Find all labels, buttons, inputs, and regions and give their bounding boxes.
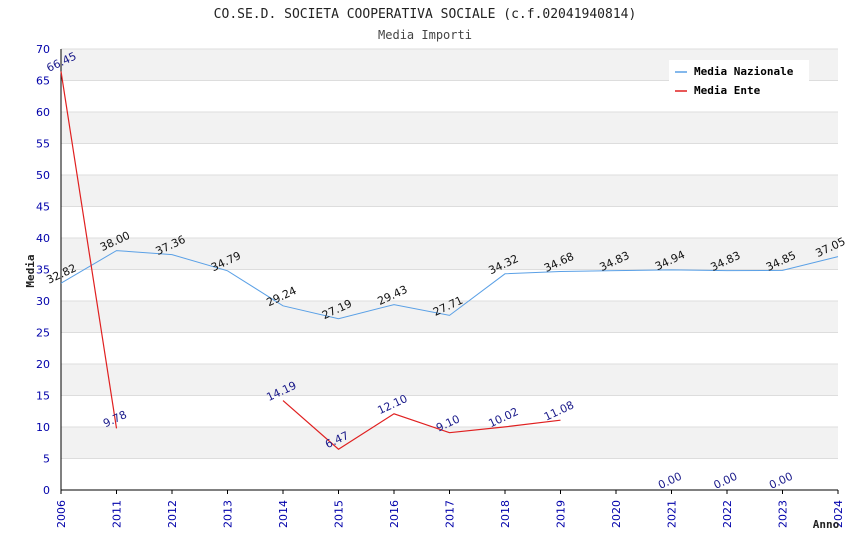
x-tick-label: 2022 — [721, 500, 734, 528]
plot-background-bands — [61, 49, 838, 490]
y-tick-label: 55 — [36, 138, 50, 151]
x-tick-label: 2024 — [832, 500, 845, 528]
plot-band — [61, 206, 838, 238]
x-tick-label: 2006 — [55, 500, 68, 528]
y-tick-label: 35 — [36, 264, 50, 277]
x-tick-label: 2023 — [777, 500, 790, 528]
x-tick-label: 2020 — [610, 500, 623, 528]
y-tick-label: 20 — [36, 358, 50, 371]
legend-label-nazionale: Media Nazionale — [694, 65, 794, 78]
y-tick-label: 25 — [36, 327, 50, 340]
plot-band — [61, 269, 838, 301]
legend-label-ente: Media Ente — [694, 84, 761, 97]
y-tick-label: 50 — [36, 169, 50, 182]
y-tick-label: 15 — [36, 390, 50, 403]
y-tick-label: 30 — [36, 295, 50, 308]
y-tick-label: 0 — [43, 484, 50, 497]
y-tick-label: 60 — [36, 106, 50, 119]
plot-band — [61, 427, 838, 459]
chart-subtitle: Media Importi — [378, 28, 472, 42]
y-axis-label: Media — [24, 254, 37, 287]
plot-band — [61, 238, 838, 270]
y-tick-label: 10 — [36, 421, 50, 434]
y-tick-label: 45 — [36, 201, 50, 214]
x-tick-label: 2017 — [444, 500, 457, 528]
plot-band — [61, 301, 838, 333]
x-axis-label: Anno — [813, 518, 840, 531]
x-tick-labels: 2006 2011 2012 2013 2014 2015 2016 2017 2018 2019… — [55, 500, 845, 528]
y-tick-label: 5 — [43, 453, 50, 466]
plot-band — [61, 364, 838, 396]
x-tick-label: 2018 — [499, 500, 512, 528]
x-tick-label: 2012 — [166, 500, 179, 528]
x-tick-label: 2021 — [666, 500, 679, 528]
y-tick-label: 40 — [36, 232, 50, 245]
gridlines — [61, 48, 838, 491]
plot-band — [61, 143, 838, 175]
y-tick-label: 65 — [36, 75, 50, 88]
legend: Media Nazionale Media Ente — [669, 60, 809, 102]
plot-band — [61, 458, 838, 490]
series-line-ente — [282, 400, 561, 450]
plot-band — [61, 112, 838, 144]
axes — [60, 49, 839, 494]
x-tick-label: 2011 — [111, 500, 124, 528]
series-lines — [60, 71, 839, 450]
y-tick-label: 70 — [36, 43, 50, 56]
x-tick-label: 2015 — [333, 500, 346, 528]
y-tick-labels: 0 5 10 15 20 25 30 35 40 45 50 55 60 65 70 — [36, 43, 50, 497]
plot-band — [61, 332, 838, 364]
series-line-ente — [60, 71, 118, 429]
legend-box — [669, 60, 809, 102]
chart-title: CO.SE.D. SOCIETA COOPERATIVA SOCIALE (c.… — [214, 7, 637, 22]
plot-band — [61, 175, 838, 207]
x-tick-label: 2014 — [277, 500, 290, 528]
x-tick-label: 2013 — [222, 500, 235, 528]
series-line-nazionale — [60, 250, 839, 320]
plot-band — [61, 395, 838, 427]
x-tick-label: 2016 — [388, 500, 401, 528]
x-tick-label: 2019 — [555, 500, 568, 528]
